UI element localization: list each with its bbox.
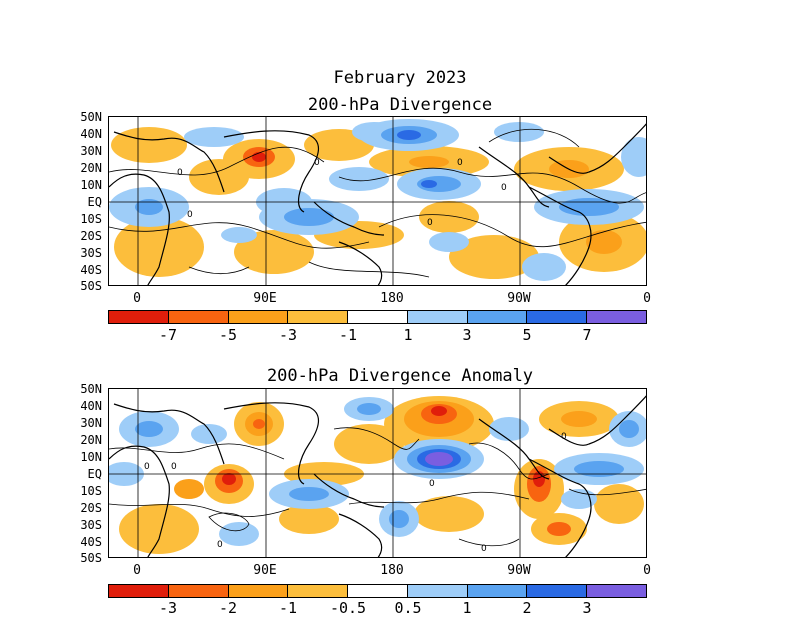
panel-1-title: 200-hPa Divergence bbox=[307, 95, 493, 115]
colorbar-label: -3 bbox=[158, 599, 178, 617]
colorbar-swatch bbox=[109, 311, 169, 323]
colorbar-swatch bbox=[288, 311, 349, 323]
colorbar-swatch bbox=[527, 585, 588, 597]
contour-label: 0 bbox=[314, 158, 320, 168]
contour-label: 0 bbox=[427, 218, 433, 228]
coastlines bbox=[109, 123, 646, 285]
lat-label: EQ bbox=[87, 195, 102, 209]
colorbar-label: 2 bbox=[522, 599, 532, 617]
colorbar-label: -2 bbox=[218, 599, 238, 617]
lat-label: 40N bbox=[80, 127, 102, 141]
lat-label: 30S bbox=[80, 246, 102, 260]
colorbar-label: -0.5 bbox=[329, 599, 367, 617]
colorbar-swatch bbox=[527, 311, 588, 323]
lat-label: 50N bbox=[80, 382, 102, 396]
colorbar-label: 7 bbox=[582, 326, 592, 344]
contour-label: 0 bbox=[171, 462, 177, 472]
contour-label: 0 bbox=[429, 479, 435, 489]
colorbar-label: 5 bbox=[522, 326, 532, 344]
lat-label: 50S bbox=[80, 551, 102, 565]
colorbar-label: 3 bbox=[462, 326, 472, 344]
contour-label: 0 bbox=[187, 210, 193, 220]
lat-label: 20S bbox=[80, 501, 102, 515]
lat-label: 10S bbox=[80, 212, 102, 226]
colorbar-swatch bbox=[228, 311, 289, 323]
contour-label: 0 bbox=[561, 432, 567, 442]
colorbar-swatch bbox=[348, 311, 408, 323]
colorbar-label: -5 bbox=[218, 326, 238, 344]
colorbar-swatch bbox=[467, 311, 528, 323]
colorbar-label: 0.5 bbox=[394, 599, 422, 617]
lat-label: 30N bbox=[80, 144, 102, 158]
lon-label: 90E bbox=[253, 563, 277, 578]
lon-label: 180 bbox=[380, 291, 404, 306]
field-shading bbox=[109, 396, 646, 554]
lat-label: 40S bbox=[80, 263, 102, 277]
colorbar-swatch bbox=[467, 585, 528, 597]
lon-label: 90W bbox=[507, 563, 531, 578]
lat-label: 30S bbox=[80, 518, 102, 532]
lon-label: 0 bbox=[643, 291, 651, 306]
colorbar-label: -1 bbox=[278, 599, 298, 617]
colorbar-label: -1 bbox=[338, 326, 358, 344]
colorbar-swatch bbox=[407, 585, 468, 597]
lat-label: 30N bbox=[80, 416, 102, 430]
colorbar-swatch bbox=[168, 311, 229, 323]
lat-label: 20N bbox=[80, 433, 102, 447]
lat-label: 10S bbox=[80, 484, 102, 498]
colorbar-divergence bbox=[108, 310, 647, 324]
colorbar-swatch bbox=[587, 585, 647, 597]
divergence-anomaly-map: 0 0 0 0 0 0 bbox=[108, 388, 647, 558]
lat-label: 40N bbox=[80, 399, 102, 413]
coastlines bbox=[109, 395, 646, 557]
colorbar-label: 3 bbox=[582, 599, 592, 617]
colorbar-swatch bbox=[288, 585, 349, 597]
zero-contours bbox=[109, 427, 646, 547]
lat-label: 20N bbox=[80, 161, 102, 175]
contour-label: 0 bbox=[501, 183, 507, 193]
colorbar-swatch bbox=[348, 585, 408, 597]
colorbar-swatch bbox=[407, 311, 468, 323]
zero-contours bbox=[109, 128, 646, 278]
lat-label: 50S bbox=[80, 279, 102, 293]
lat-label: EQ bbox=[87, 467, 102, 481]
lon-label: 90W bbox=[507, 291, 531, 306]
colorbar-label: 1 bbox=[462, 599, 472, 617]
colorbar-divergence-anomaly bbox=[108, 584, 647, 598]
colorbar-swatch bbox=[109, 585, 169, 597]
colorbar-swatch bbox=[168, 585, 229, 597]
lat-label: 10N bbox=[80, 178, 102, 192]
lat-label: 20S bbox=[80, 229, 102, 243]
contour-label: 0 bbox=[457, 158, 463, 168]
lat-label: 50N bbox=[80, 110, 102, 124]
contour-label: 0 bbox=[144, 462, 150, 472]
lat-lon-gridlines bbox=[109, 389, 646, 557]
lon-label: 180 bbox=[380, 563, 404, 578]
lon-label: 0 bbox=[643, 563, 651, 578]
contour-label: 0 bbox=[481, 544, 487, 554]
lat-label: 10N bbox=[80, 450, 102, 464]
figure-title: February 2023 bbox=[333, 68, 467, 88]
lon-label: 0 bbox=[133, 563, 141, 578]
divergence-map: 0 0 0 0 0 0 bbox=[108, 116, 647, 286]
panel-2-title: 200-hPa Divergence Anomaly bbox=[266, 366, 534, 386]
contour-label: 0 bbox=[177, 168, 183, 178]
colorbar-label: 1 bbox=[403, 326, 413, 344]
lon-label: 90E bbox=[253, 291, 277, 306]
lon-label: 0 bbox=[133, 291, 141, 306]
colorbar-swatch bbox=[228, 585, 289, 597]
colorbar-label: -7 bbox=[158, 326, 178, 344]
colorbar-swatch bbox=[587, 311, 647, 323]
lat-lon-gridlines bbox=[109, 117, 646, 285]
colorbar-label: -3 bbox=[278, 326, 298, 344]
contour-label: 0 bbox=[217, 540, 223, 550]
lat-label: 40S bbox=[80, 535, 102, 549]
